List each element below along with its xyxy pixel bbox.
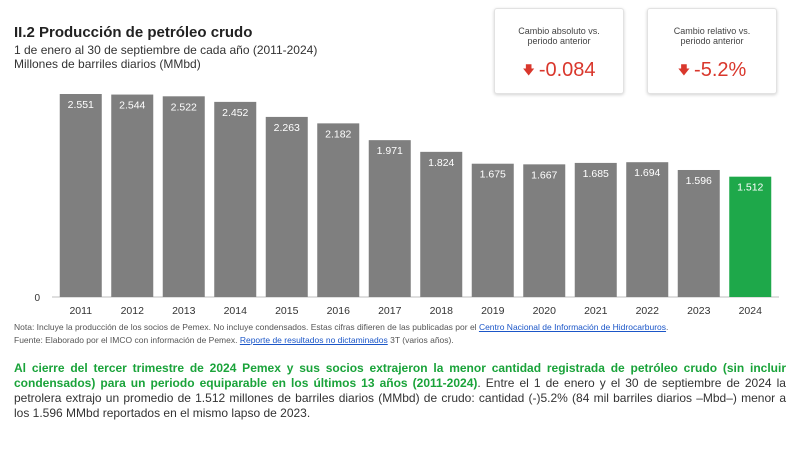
x-tick-label-2015: 2015 <box>275 305 299 317</box>
bar-2013 <box>162 96 205 297</box>
x-tick-label-2020: 2020 <box>533 305 557 317</box>
kpi-label: Cambio relativo vs. periodo anterior <box>673 26 751 46</box>
bar-2017 <box>368 140 411 297</box>
x-tick-label-2024: 2024 <box>739 305 763 317</box>
summary-paragraph: Al cierre del tercer trimestre de 2024 P… <box>14 361 786 421</box>
kpi-value: 🡇 -5.2% <box>648 59 776 84</box>
data-label-2023: 1.596 <box>686 175 712 187</box>
x-tick-label-2013: 2013 <box>172 305 196 317</box>
down-arrow-icon: 🡇 <box>677 63 691 77</box>
down-arrow-icon: 🡇 <box>522 63 535 77</box>
data-label-2014: 2.452 <box>222 107 248 119</box>
bar-2023 <box>677 169 720 297</box>
note-end: . <box>666 322 669 332</box>
data-label-2013: 2.522 <box>171 101 197 113</box>
kpi-value-text: -0.084 <box>538 59 596 81</box>
data-label-2024: 1.512 <box>737 182 763 194</box>
chart-notes: Nota: Incluye la producción de los socio… <box>14 321 794 347</box>
data-label-2020: 1.667 <box>531 169 557 181</box>
report-link[interactable]: Reporte de resultados no dictaminados <box>239 335 388 345</box>
x-tick-label-2014: 2014 <box>224 305 248 317</box>
y-tick-label: 0 <box>34 293 40 304</box>
bar-chart: 0 2.551 2011 2.544 2012 2.522 2013 2.452 2014 2.2… <box>34 94 779 317</box>
summary-rest: . Entre el 1 de enero y el 30 de septiem… <box>14 376 786 420</box>
data-label-2019: 1.675 <box>480 169 506 181</box>
chart-subtitle-period: 1 de enero al 30 de septiembre de cada a… <box>14 43 318 57</box>
bar-2022 <box>626 162 669 297</box>
x-tick-label-2017: 2017 <box>378 305 402 317</box>
bar-2021 <box>574 162 617 297</box>
chart-subtitle-units: Millones de barriles diarios (MMbd) <box>14 57 201 71</box>
data-label-2012: 2.544 <box>119 100 145 112</box>
x-tick-label-2023: 2023 <box>687 305 711 317</box>
summary-highlight: Al cierre del tercer trimestre de 2024 P… <box>14 361 786 390</box>
x-tick-label-2022: 2022 <box>636 305 660 317</box>
note-text: Nota: Incluye la producción de los socio… <box>14 322 479 332</box>
data-label-2017: 1.971 <box>377 145 403 157</box>
bar-2012 <box>111 94 154 297</box>
source-end: 3T (varios años). <box>387 335 454 345</box>
kpi-label: Cambio absoluto vs. periodo anterior <box>518 26 600 46</box>
x-tick-label-2018: 2018 <box>430 305 454 317</box>
bar-2024 <box>729 176 772 297</box>
data-label-2022: 1.694 <box>634 167 660 179</box>
x-tick-label-2012: 2012 <box>121 305 145 317</box>
bar-2019 <box>471 163 514 297</box>
x-tick-label-2011: 2011 <box>69 305 92 317</box>
bar-2015 <box>265 116 308 298</box>
x-tick-label-2016: 2016 <box>327 305 351 317</box>
note-line: Nota: Incluye la producción de los socio… <box>14 321 794 334</box>
bar-2014 <box>214 101 257 298</box>
kpi-card-relative-change: Cambio relativo vs. periodo anterior 🡇 -5… <box>647 8 777 94</box>
source-line: Fuente: Elaborado por el IMCO con inform… <box>14 334 794 347</box>
bar-2020 <box>523 164 566 297</box>
cnih-link[interactable]: Centro Nacional de Información de Hidroc… <box>478 322 667 332</box>
x-tick-label-2021: 2021 <box>584 305 608 317</box>
source-text: Fuente: Elaborado por el IMCO con inform… <box>14 335 240 345</box>
x-tick-label-2019: 2019 <box>481 305 505 317</box>
chart-title: II.2 Producción de petróleo crudo <box>14 24 253 41</box>
data-label-2021: 1.685 <box>583 168 609 180</box>
bar-2011 <box>59 94 102 297</box>
data-label-2016: 2.182 <box>325 128 351 140</box>
kpi-card-absolute-change: Cambio absoluto vs. periodo anterior 🡇 -0… <box>494 8 624 94</box>
kpi-value: 🡇 -0.084 <box>495 59 623 84</box>
data-label-2015: 2.263 <box>274 122 300 134</box>
kpi-value-text: -5.2% <box>694 59 747 81</box>
data-label-2011: 2.551 <box>68 99 94 111</box>
bar-2018 <box>420 151 463 297</box>
data-label-2018: 1.824 <box>428 157 454 169</box>
bar-2016 <box>317 123 360 298</box>
